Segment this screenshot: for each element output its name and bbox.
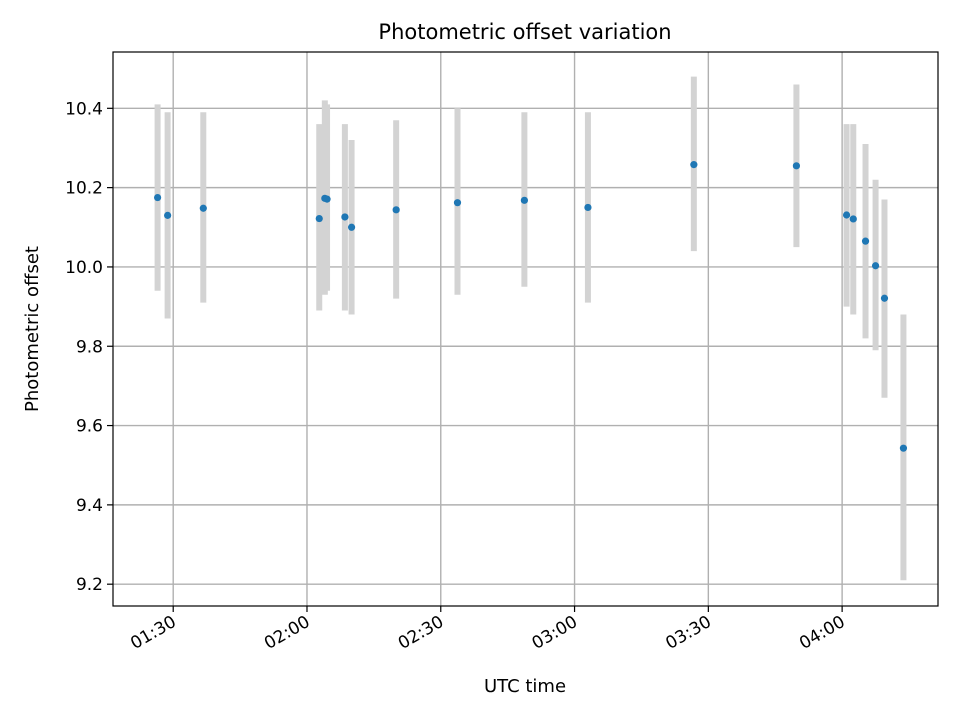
data-point [199,204,207,212]
y-tick-label: 9.2 [76,575,103,595]
y-tick-label: 10.4 [65,99,103,119]
y-tick-label: 10.2 [65,179,103,199]
chart-title: Photometric offset variation [378,20,671,44]
data-point [849,215,857,223]
data-point [792,162,801,170]
data-point [861,237,870,245]
y-tick-labels: 9.2 9.4 9.6 9.8 10.0 10.2 10.4 [65,99,103,595]
x-axis-label: UTC time [484,676,566,697]
data-point [899,444,908,452]
data-point [341,213,349,221]
y-axis-label: Photometric offset [22,246,43,412]
data-point [871,262,880,270]
data-point [520,196,528,204]
data-point [584,203,592,212]
data-points [153,161,908,452]
data-point [690,161,698,169]
axis-ticks [107,107,843,612]
y-tick-label: 9.8 [76,337,103,357]
data-point [842,211,851,219]
data-point [880,294,889,302]
y-tick-label: 9.6 [76,417,103,437]
data-point [164,211,172,219]
data-point [392,206,400,214]
data-point [153,193,162,202]
y-tick-label: 10.0 [65,258,103,278]
y-tick-label: 9.4 [76,496,103,516]
data-point [315,214,323,223]
data-point [453,199,462,207]
plot-frame [112,51,939,607]
data-point [323,195,331,203]
data-point [347,223,356,231]
